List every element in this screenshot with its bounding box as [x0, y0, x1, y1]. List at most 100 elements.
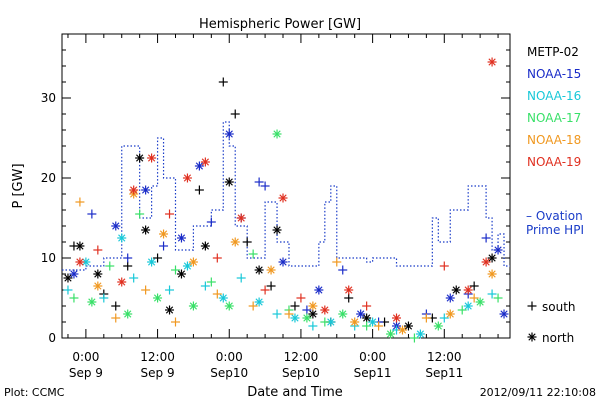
legend-entry: METP-02	[527, 45, 579, 59]
north-point	[159, 229, 169, 239]
south-point	[206, 277, 216, 287]
south-point	[362, 301, 372, 311]
north-point	[129, 185, 139, 195]
legend-entry: NOAA-17	[527, 111, 581, 125]
south-point	[248, 301, 258, 311]
ovation-hpi-step-line	[62, 121, 510, 271]
x-axis-label: Date and Time	[247, 385, 343, 400]
y-axis-label: P [GW]	[11, 163, 26, 208]
north-point	[362, 313, 372, 323]
north-point	[135, 153, 145, 163]
north-point	[176, 233, 186, 243]
south-point	[266, 281, 276, 291]
south-point	[409, 333, 419, 343]
north-point	[350, 317, 360, 327]
north-point	[451, 285, 461, 295]
ovation-hpi-line	[62, 121, 510, 271]
south-point	[111, 301, 121, 311]
north-point	[141, 185, 151, 195]
legend-north-marker	[527, 332, 537, 342]
south-point	[230, 109, 240, 119]
south-point	[254, 177, 264, 187]
plot-timestamp: 2012/09/11 22:10:08	[480, 386, 596, 399]
north-point	[487, 57, 497, 67]
north-point	[165, 305, 175, 315]
south-point	[200, 281, 210, 291]
north-point	[117, 233, 127, 243]
north-point	[487, 269, 497, 279]
south-point	[469, 281, 479, 291]
north-point	[254, 265, 264, 275]
south-point	[260, 285, 270, 295]
south-point	[481, 233, 491, 243]
north-point	[308, 301, 318, 311]
south-point	[338, 265, 348, 275]
south-point	[69, 293, 79, 303]
north-point	[224, 177, 234, 187]
north-point	[314, 285, 324, 295]
y-tick-label: 20	[41, 171, 56, 185]
south-point	[206, 217, 216, 227]
x-tick-date-label: Sep 9	[141, 366, 175, 380]
north-point	[481, 257, 491, 267]
south-point	[111, 313, 121, 323]
north-point	[445, 309, 455, 319]
south-point	[362, 321, 372, 331]
plot-frame	[61, 33, 511, 339]
x-tick-label: 12:00	[284, 350, 319, 364]
south-point	[421, 313, 431, 323]
south-point	[308, 321, 318, 331]
plot-source-label: Plot: CCMC	[4, 386, 65, 399]
north-point	[403, 321, 413, 331]
north-point	[123, 309, 133, 319]
south-point	[218, 77, 228, 87]
south-point	[457, 305, 467, 315]
north-point	[200, 157, 210, 167]
north-point	[463, 301, 473, 311]
south-point	[332, 257, 342, 267]
north-point	[230, 237, 240, 247]
south-point	[242, 237, 252, 247]
north-point	[188, 301, 198, 311]
north-point	[320, 305, 330, 315]
north-point	[63, 273, 73, 283]
y-tick-label: 0	[48, 331, 56, 345]
south-point	[487, 289, 497, 299]
legend-entry: NOAA-18	[527, 133, 581, 147]
south-point	[284, 309, 294, 319]
x-tick-label: 12:00	[140, 350, 175, 364]
x-tick-label: 0:00	[72, 350, 99, 364]
north-point	[176, 269, 186, 279]
north-point	[415, 329, 425, 339]
legend-south-label: south	[542, 300, 576, 314]
south-point	[159, 241, 169, 251]
south-point	[75, 197, 85, 207]
south-point	[344, 293, 354, 303]
y-axis-ticks: 0 10 20 30	[41, 33, 510, 345]
x-tick-date-label: Sep 9	[69, 366, 103, 380]
north-point	[445, 293, 455, 303]
south-point	[93, 245, 103, 255]
south-point	[165, 285, 175, 295]
north-point	[463, 285, 473, 295]
south-point	[105, 261, 115, 271]
north-point	[87, 297, 97, 307]
south-point	[248, 249, 258, 259]
north-point	[272, 225, 282, 235]
south-point	[153, 253, 163, 263]
x-tick-date-label: Sep11	[354, 366, 392, 380]
north-point	[397, 325, 407, 335]
legend-south-marker	[527, 301, 537, 311]
north-point	[81, 257, 91, 267]
legend-ovation-line2: Prime HPI	[526, 223, 584, 237]
north-point	[153, 293, 163, 303]
x-tick-label: 0:00	[359, 350, 386, 364]
south-point	[135, 209, 145, 219]
south-point	[170, 265, 180, 275]
north-point	[224, 129, 234, 139]
south-point	[129, 273, 139, 283]
north-point	[272, 129, 282, 139]
north-point	[433, 321, 443, 331]
south-point	[296, 293, 306, 303]
legend-entry: NOAA-16	[527, 89, 581, 103]
